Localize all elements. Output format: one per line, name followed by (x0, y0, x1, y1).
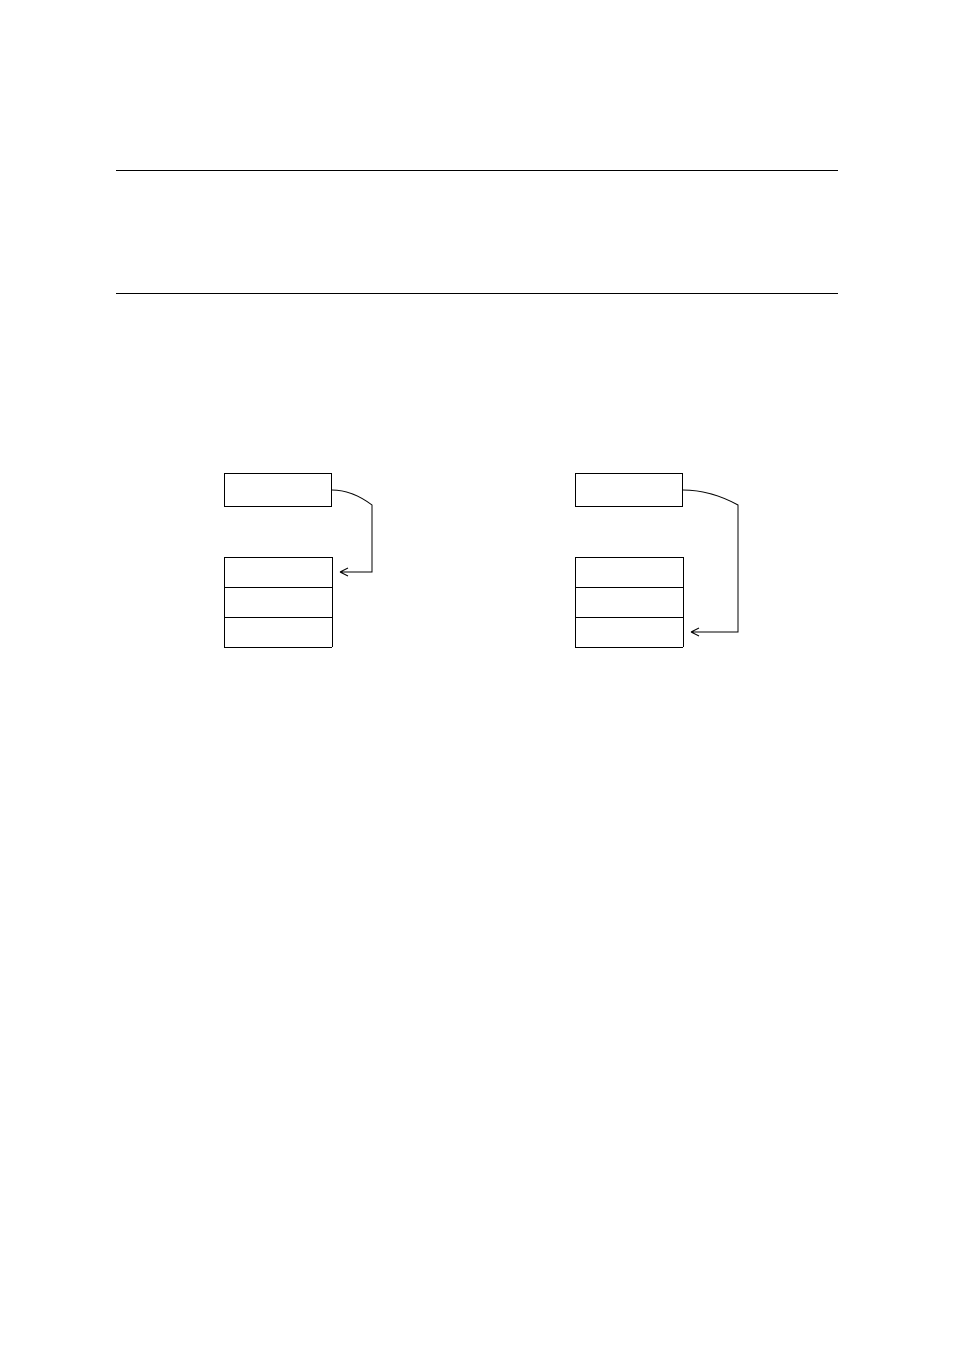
right-diagram-stack-hline-3 (575, 647, 683, 648)
left-diagram-connector (324, 482, 380, 580)
right-diagram-stack-hline-2 (575, 617, 683, 618)
hrule-1 (116, 293, 838, 294)
left-diagram-stack-hline-1 (224, 587, 332, 588)
right-diagram-stack-left-side (575, 557, 576, 647)
right-diagram-connector (675, 482, 746, 640)
left-diagram-stack-hline-0 (224, 557, 332, 558)
left-diagram-stack-left-side (224, 557, 225, 647)
right-diagram-stack-hline-0 (575, 557, 683, 558)
right-diagram-top-box (575, 473, 683, 507)
left-diagram-top-box (224, 473, 332, 507)
left-diagram-stack-hline-2 (224, 617, 332, 618)
hrule-0 (116, 170, 838, 171)
left-diagram-stack-hline-3 (224, 647, 332, 648)
right-diagram-stack-hline-1 (575, 587, 683, 588)
